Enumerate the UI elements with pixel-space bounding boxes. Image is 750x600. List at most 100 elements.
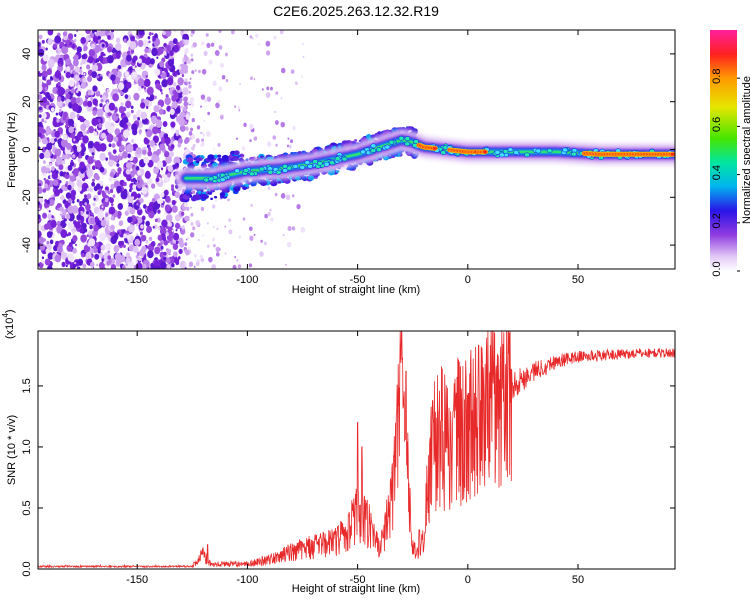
noise-blob bbox=[250, 203, 253, 207]
noise-blob bbox=[105, 213, 109, 217]
noise-blob bbox=[78, 115, 83, 120]
ridge-node bbox=[404, 136, 411, 141]
noise-blob bbox=[124, 211, 127, 214]
noise-blob bbox=[193, 265, 196, 268]
noise-blob bbox=[270, 217, 274, 222]
noise-blob bbox=[77, 145, 82, 152]
noise-blob bbox=[167, 227, 174, 236]
noise-blob bbox=[68, 126, 74, 134]
noise-blob bbox=[152, 135, 159, 144]
noise-blob bbox=[186, 113, 190, 118]
noise-blob bbox=[97, 35, 101, 41]
noise-blob bbox=[203, 50, 208, 56]
noise-blob bbox=[72, 263, 77, 269]
noise-blob bbox=[135, 166, 140, 171]
noise-blob bbox=[273, 35, 277, 40]
noise-blob bbox=[154, 246, 161, 255]
noise-blob bbox=[281, 67, 286, 74]
noise-blob bbox=[161, 72, 167, 80]
noise-blob bbox=[172, 243, 179, 250]
noise-blob bbox=[148, 31, 152, 36]
noise-blob bbox=[41, 39, 45, 44]
noise-blob bbox=[145, 75, 148, 78]
ridge-blob bbox=[186, 193, 190, 196]
snr-x-tick-label: 50 bbox=[572, 574, 584, 586]
noise-blob bbox=[61, 261, 66, 268]
noise-blob bbox=[136, 202, 139, 206]
noise-blob bbox=[99, 152, 106, 161]
ridge-blob bbox=[231, 153, 235, 157]
noise-blob bbox=[134, 65, 137, 68]
noise-blob bbox=[41, 259, 45, 264]
noise-blob bbox=[127, 261, 135, 269]
noise-blob bbox=[54, 148, 62, 157]
noise-blob bbox=[123, 244, 126, 248]
noise-blob bbox=[114, 88, 119, 94]
noise-blob bbox=[91, 71, 97, 79]
noise-blob bbox=[200, 105, 203, 108]
spectrogram-x-axis-label: Height of straight line (km) bbox=[292, 284, 420, 296]
ridge-blob bbox=[217, 157, 223, 162]
noise-blob bbox=[173, 91, 179, 99]
noise-blob bbox=[93, 197, 96, 201]
noise-blob bbox=[165, 155, 172, 164]
noise-blob bbox=[89, 32, 95, 39]
noise-blob bbox=[42, 212, 48, 219]
noise-blob bbox=[96, 75, 100, 79]
ridge-node bbox=[299, 165, 306, 170]
noise-blob bbox=[190, 206, 192, 209]
noise-blob bbox=[46, 137, 50, 141]
noise-blob bbox=[172, 251, 178, 258]
noise-blob bbox=[167, 165, 174, 173]
noise-blob bbox=[190, 32, 194, 38]
noise-blob bbox=[94, 253, 100, 260]
noise-blob bbox=[267, 186, 271, 190]
noise-blob bbox=[248, 263, 253, 268]
noise-blob bbox=[59, 171, 64, 177]
colorbar: 0.0 0.2 0.4 0.6 0.8 Normalized spectral ampl… bbox=[710, 30, 750, 277]
noise-blob bbox=[183, 96, 188, 102]
noise-blob bbox=[184, 242, 188, 246]
noise-blob bbox=[38, 121, 43, 128]
noise-blob bbox=[57, 220, 61, 225]
spectrogram-x-tick-label: 50 bbox=[572, 274, 584, 286]
noise-blob bbox=[188, 81, 191, 85]
ridge-blob bbox=[213, 195, 218, 199]
noise-blob bbox=[119, 220, 124, 225]
noise-blob bbox=[70, 172, 74, 177]
ridge-blob bbox=[233, 150, 240, 156]
noise-blob bbox=[280, 121, 285, 128]
noise-blob bbox=[163, 239, 169, 246]
noise-blob bbox=[139, 197, 144, 204]
noise-blob bbox=[81, 54, 86, 60]
noise-blob bbox=[70, 189, 77, 197]
ridge-blob bbox=[207, 163, 213, 168]
noise-blob bbox=[65, 58, 72, 66]
noise-blob bbox=[236, 258, 239, 262]
noise-blob bbox=[205, 33, 209, 37]
noise-blob bbox=[156, 148, 161, 155]
ridge-node bbox=[234, 168, 241, 174]
noise-blob bbox=[95, 90, 101, 97]
snr-y-tick-label: 0.0 bbox=[21, 561, 33, 576]
colorbar-tick-label: 0.0 bbox=[711, 261, 723, 276]
ridge-node bbox=[524, 152, 530, 158]
noise-blob bbox=[72, 144, 77, 151]
noise-blob bbox=[127, 153, 131, 158]
noise-blob bbox=[171, 229, 174, 232]
noise-blob bbox=[139, 231, 143, 236]
noise-blob bbox=[234, 255, 237, 259]
noise-blob bbox=[76, 214, 82, 221]
noise-blob bbox=[73, 127, 76, 131]
noise-blob bbox=[110, 224, 115, 231]
noise-blob bbox=[196, 125, 201, 130]
noise-blob bbox=[139, 131, 142, 135]
noise-blob bbox=[274, 192, 278, 197]
noise-blob bbox=[86, 193, 92, 200]
noise-blob bbox=[72, 200, 75, 204]
noise-blob bbox=[174, 222, 180, 229]
noise-blob bbox=[59, 211, 62, 215]
noise-blob bbox=[232, 264, 237, 269]
noise-blob bbox=[51, 166, 55, 172]
noise-blob bbox=[177, 137, 183, 145]
